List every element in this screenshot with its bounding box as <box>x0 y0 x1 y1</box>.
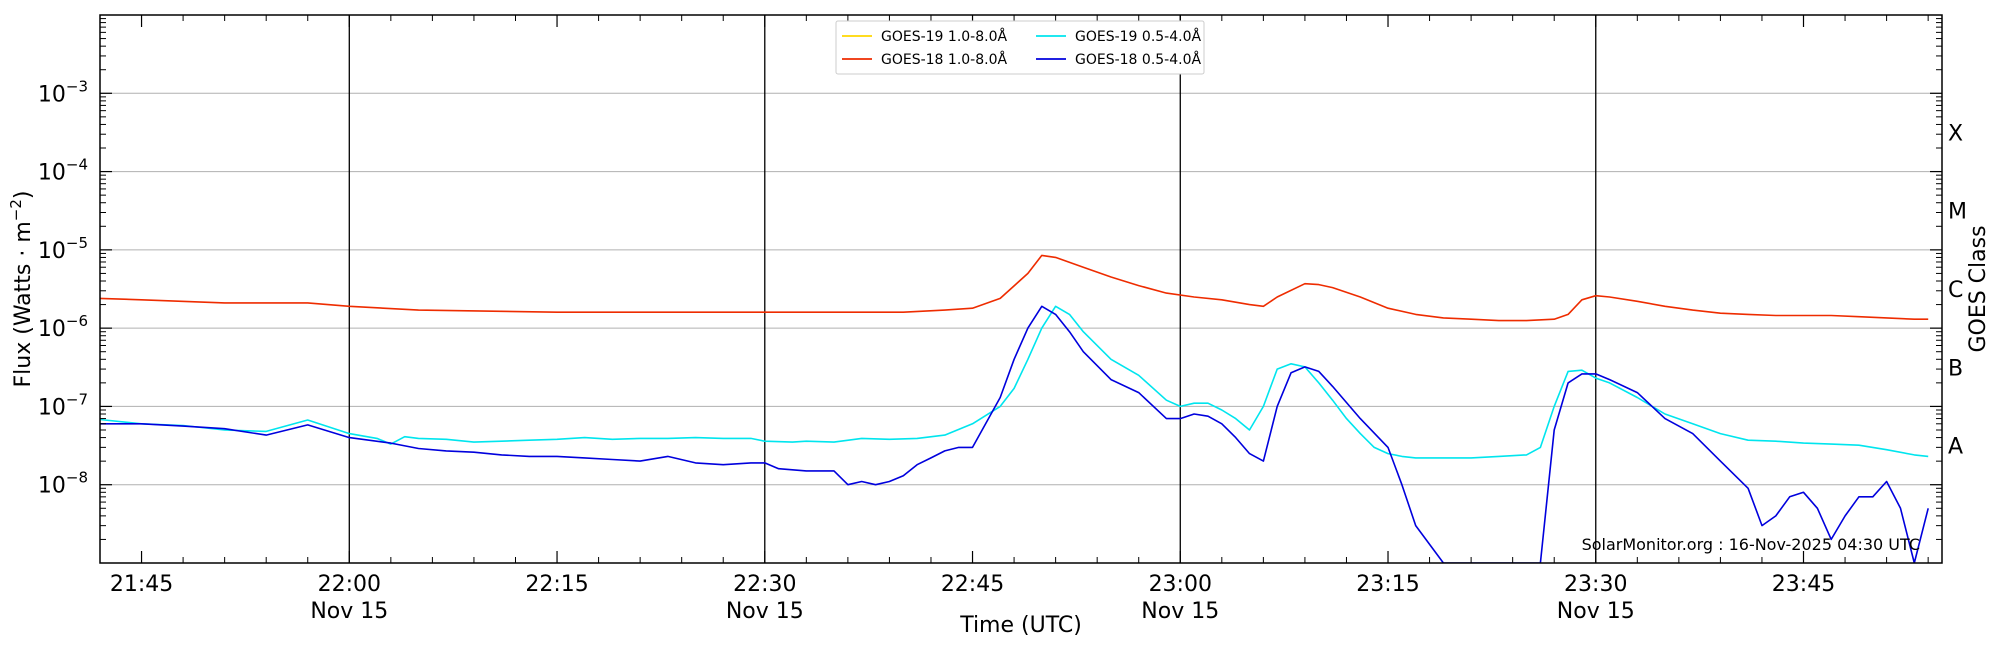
y-tick-label: 10−3 <box>38 77 88 107</box>
x-tick-label: 23:00 <box>1149 572 1212 597</box>
legend-label-goes19-long: GOES-19 1.0-8.0Å <box>881 28 1007 45</box>
legend: GOES-19 1.0-8.0Å GOES-18 1.0-8.0Å GOES-1… <box>835 20 1205 75</box>
legend-label-goes19-short: GOES-19 0.5-4.0Å <box>1075 28 1201 45</box>
x-axis-title: Time (UTC) <box>959 613 1082 638</box>
x-tick-label: 23:45 <box>1772 572 1835 597</box>
goes-class-a: A <box>1948 435 1963 460</box>
x-tick-label: 22:00 <box>318 572 381 597</box>
x-tick-label: 22:15 <box>525 572 588 597</box>
x-tick-date-label: Nov 15 <box>1557 599 1635 624</box>
legend-box <box>835 20 1205 75</box>
x-tick-label: 23:15 <box>1356 572 1419 597</box>
grid-lines <box>100 92 1942 486</box>
y-axis-title: Flux (Watts · m−2) <box>7 191 36 388</box>
goes-class-labels: A B C M X <box>1948 121 1967 459</box>
goes-class-b: B <box>1948 356 1963 381</box>
legend-label-goes18-long: GOES-18 1.0-8.0Å <box>881 51 1007 68</box>
x-tick-date-label: Nov 15 <box>310 599 388 624</box>
x-tick-date-label: Nov 15 <box>726 599 804 624</box>
series-lines <box>100 254 1929 563</box>
y-tick-label: 10−8 <box>38 469 88 499</box>
y-tick-label: 10−6 <box>38 312 88 342</box>
legend-label-goes18-short: GOES-18 0.5-4.0Å <box>1075 51 1201 68</box>
x-tick-label: 22:45 <box>941 572 1004 597</box>
series-goes19-short <box>100 305 1929 459</box>
x-tick-label: 23:30 <box>1564 572 1627 597</box>
goes-class-c: C <box>1948 278 1963 303</box>
goes-class-m: M <box>1948 200 1967 225</box>
series-goes18-long <box>100 254 1929 322</box>
watermark-annotation: SolarMonitor.org : 16-Nov-2025 04:30 UTC <box>1582 535 1920 554</box>
plot-frame <box>99 14 1943 564</box>
date-boundary-lines <box>348 15 1597 563</box>
y-tick-label: 10−5 <box>38 234 88 264</box>
x-tick-date-label: Nov 15 <box>1141 599 1219 624</box>
y-tick-label: 10−4 <box>38 156 88 186</box>
y-axis-ticks: 10−8 10−7 10−6 10−5 10−4 10−3 <box>38 18 1942 540</box>
y-tick-label: 10−7 <box>38 390 88 420</box>
right-axis-title: GOES Class <box>1966 225 1991 352</box>
series-goes18-short <box>100 305 1929 563</box>
goes-class-x: X <box>1948 121 1963 146</box>
x-tick-label: 21:45 <box>110 572 173 597</box>
x-tick-label: 22:30 <box>733 572 796 597</box>
